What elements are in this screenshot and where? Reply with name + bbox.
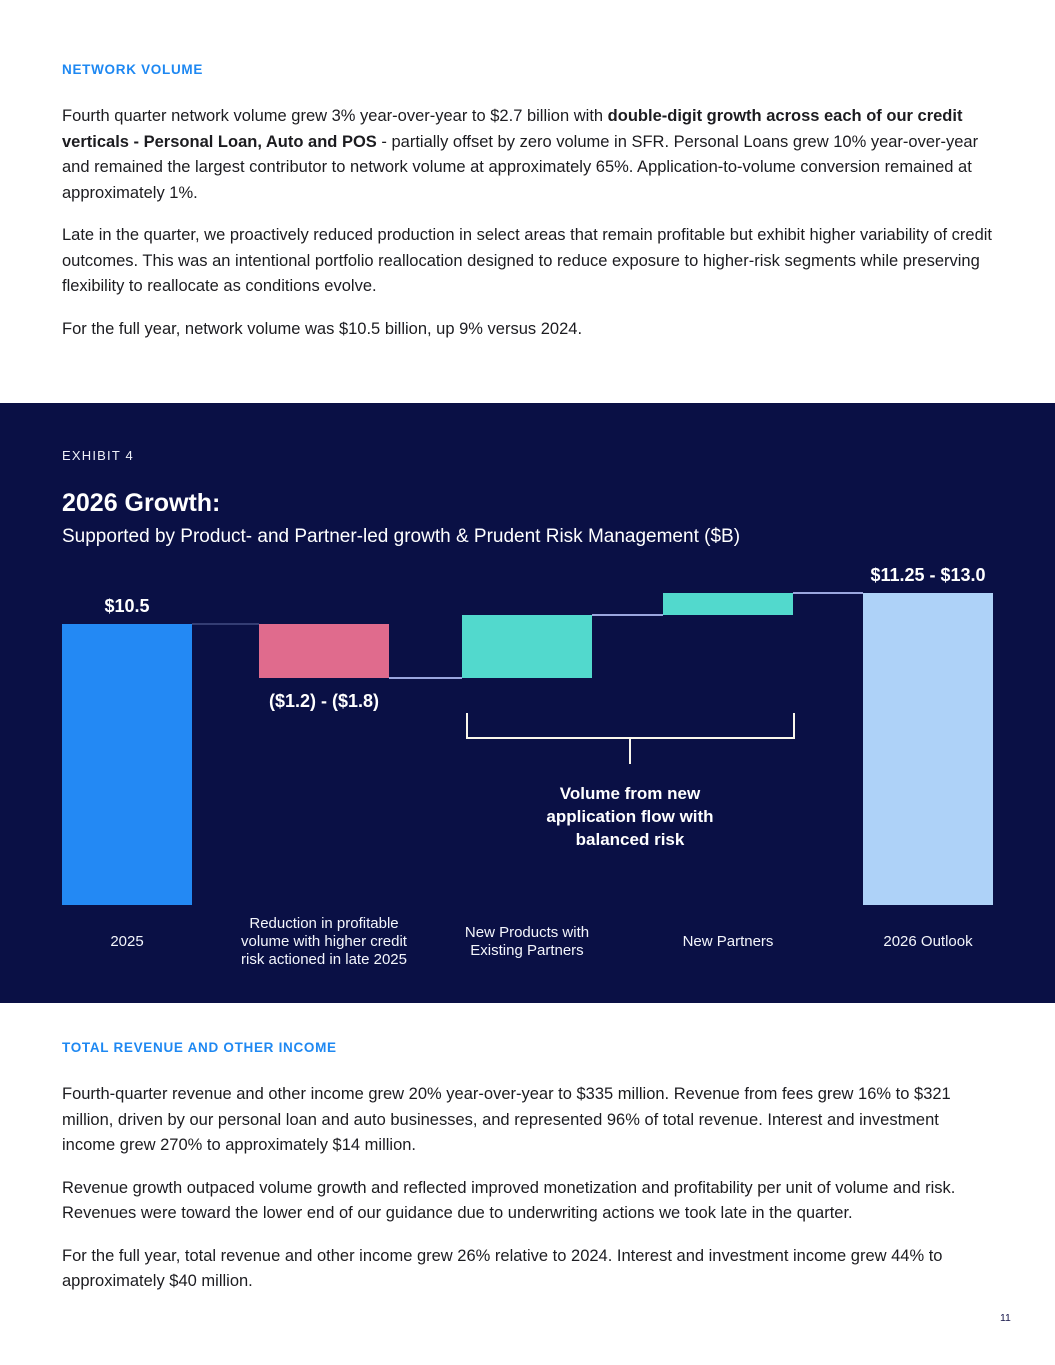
waterfall-connector: [592, 613, 663, 616]
bar-category-label: 2026 Outlook: [883, 933, 973, 950]
bar-category-label: 2025: [110, 933, 144, 950]
network-volume-heading: NETWORK VOLUME: [62, 62, 204, 77]
network-volume-section: NETWORK VOLUME Fourth quarter network vo…: [62, 62, 996, 359]
exhibit-subtitle: Supported by Product- and Partner-led gr…: [62, 526, 741, 547]
waterfall-chart: $10.5 2025 ($1.2) - ($1.8) Reduction in pro…: [0, 403, 1055, 1003]
network-volume-paragraphs: Fourth quarter network volume grew 3% ye…: [62, 104, 996, 342]
bracket-right-tick: [793, 713, 795, 737]
exhibit-label: EXHIBIT 4: [62, 448, 134, 463]
waterfall-bar-3: [462, 614, 592, 678]
bar-category-label: New Products with Existing Partners: [464, 924, 590, 959]
bar-value-label: $10.5: [104, 596, 150, 617]
bar-category-label: New Partners: [682, 933, 774, 950]
body-paragraph: Fourth-quarter revenue and other income …: [62, 1085, 951, 1154]
body-paragraph: Late in the quarter, we proactively redu…: [62, 226, 993, 295]
bracket-left-tick: [466, 713, 468, 737]
bar-category-label: Reduction in profitable volume with high…: [241, 915, 407, 968]
total-revenue-heading: TOTAL REVENUE AND OTHER INCOME: [62, 1040, 337, 1055]
body-paragraph: Revenue growth outpaced volume growth an…: [62, 1178, 956, 1223]
bracket-stem: [629, 737, 631, 764]
total-revenue-section: TOTAL REVENUE AND OTHER INCOME Fourth-qu…: [62, 1040, 996, 1312]
body-paragraph: For the full year, network volume was $1…: [62, 319, 583, 338]
bar-value-label: ($1.2) - ($1.8): [268, 690, 380, 711]
waterfall-bar-2: [259, 624, 389, 678]
exhibit-title: 2026 Growth:: [62, 489, 221, 517]
total-revenue-paragraphs: Fourth-quarter revenue and other income …: [62, 1082, 996, 1295]
page-number: 11: [1000, 1312, 1011, 1324]
waterfall-bar-1: [62, 624, 192, 905]
body-paragraph: Fourth quarter network volume grew 3% ye…: [62, 107, 979, 202]
chart-annotation: Volume from new application flow with ba…: [546, 784, 714, 849]
exhibit-4-panel: EXHIBIT 4 2026 Growth: Supported by Prod…: [0, 403, 1055, 1003]
waterfall-connector: [192, 623, 259, 626]
bar-value-label: $11.25 - $13.0: [870, 564, 986, 585]
waterfall-connector: [793, 591, 863, 594]
body-paragraph: For the full year, total revenue and oth…: [62, 1246, 943, 1291]
waterfall-bar-5: [863, 592, 993, 905]
waterfall-connector: [389, 676, 462, 679]
waterfall-bar-4: [663, 592, 793, 615]
